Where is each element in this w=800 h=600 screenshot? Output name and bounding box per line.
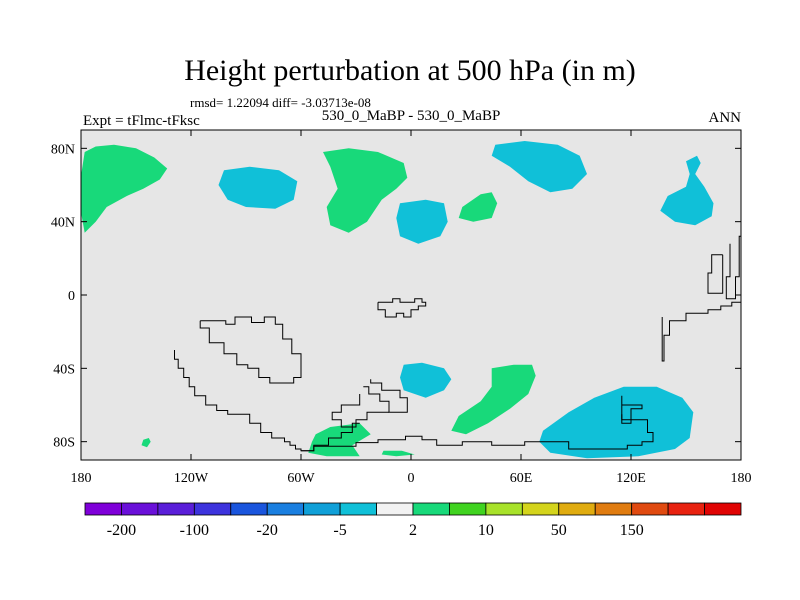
colorbar-box	[412, 502, 450, 516]
left-label: Expt = tFlmc-tFksc	[83, 113, 200, 129]
coastline-5	[331, 394, 389, 428]
x-tick-label: 0	[408, 471, 415, 486]
coastlines	[174, 235, 741, 452]
colorbar-box	[121, 502, 159, 516]
coastline-7	[707, 254, 724, 294]
y-tick-label: 40N	[51, 216, 75, 231]
blob-se-pacific-green	[141, 438, 151, 448]
coastline-9	[661, 301, 741, 362]
coastline-4	[363, 379, 408, 413]
map-axes: 180 120W 60W 0 60E 120E 180 80N 40N 0 40S 80S	[51, 130, 752, 486]
blob-sw-pacific-blue	[539, 386, 694, 459]
contour-fills	[81, 141, 714, 459]
colorbar-box	[193, 502, 232, 516]
blob-antarctic-green-small	[381, 450, 415, 457]
colorbar-label: 50	[551, 522, 567, 539]
y-tick-label: 80S	[53, 436, 75, 451]
x-tick-label: 120W	[174, 471, 209, 486]
chart-subtitle: rmsd= 1.22094 diff= -3.03713e-08	[190, 95, 371, 110]
coastline-3	[377, 298, 427, 318]
blob-s-atlantic-blue	[400, 362, 452, 398]
colorbar: -200 -100 -20 -5 2 10 50 150	[84, 502, 742, 539]
right-label: ANN	[709, 110, 742, 126]
colorbar-label: 150	[620, 522, 644, 539]
coastline-1	[301, 414, 654, 452]
colorbar-box	[303, 502, 341, 516]
blob-nw-pacific-green	[81, 144, 168, 233]
blob-weddell-green	[308, 423, 371, 457]
colorbar-box	[521, 502, 560, 516]
center-label: 530_0_MaBP - 530_0_MaBP	[322, 108, 501, 124]
x-tick-label: 60E	[510, 471, 533, 486]
colorbar-box	[230, 502, 268, 516]
colorbar-label: -100	[180, 522, 209, 539]
colorbar-box	[558, 502, 596, 516]
y-tick-label: 80N	[51, 142, 75, 157]
colorbar-label: -5	[333, 522, 346, 539]
blob-ne-pacific-blue	[660, 155, 714, 226]
colorbar-box	[376, 502, 414, 516]
colorbar-label: -200	[107, 522, 136, 539]
blob-europe-blue	[396, 199, 448, 244]
y-tick-label: 40S	[53, 362, 75, 377]
colorbar-box	[339, 502, 377, 516]
colorbar-box	[594, 502, 633, 516]
x-tick-label: 60W	[287, 471, 315, 486]
x-tick-label: 120E	[616, 471, 646, 486]
x-tick-label: 180	[731, 471, 752, 486]
blob-siberia-blue	[491, 141, 587, 193]
colorbar-box	[631, 502, 669, 516]
colorbar-label: 2	[409, 522, 417, 539]
blob-s-indian-green	[451, 364, 536, 435]
colorbar-box	[266, 502, 305, 516]
blob-n-atlantic-green	[323, 148, 408, 233]
blob-asia-green	[458, 192, 498, 222]
colorbar-box	[704, 502, 742, 516]
colorbar-box	[84, 502, 122, 516]
coastline-8	[725, 235, 741, 300]
colorbar-box	[449, 502, 487, 516]
coastline-0	[174, 350, 360, 452]
colorbar-box	[667, 502, 705, 516]
coastline-6	[621, 395, 643, 424]
blob-n-america-blue	[218, 166, 298, 209]
colorbar-label: 10	[478, 522, 494, 539]
colorbar-label: -20	[257, 522, 278, 539]
x-tick-label: 180	[71, 471, 92, 486]
y-tick-label: 0	[68, 289, 75, 304]
colorbar-box	[485, 502, 523, 516]
colorbar-box	[157, 502, 195, 516]
coastline-2	[199, 316, 302, 384]
chart-title: Height perturbation at 500 hPa (in m)	[184, 54, 636, 87]
